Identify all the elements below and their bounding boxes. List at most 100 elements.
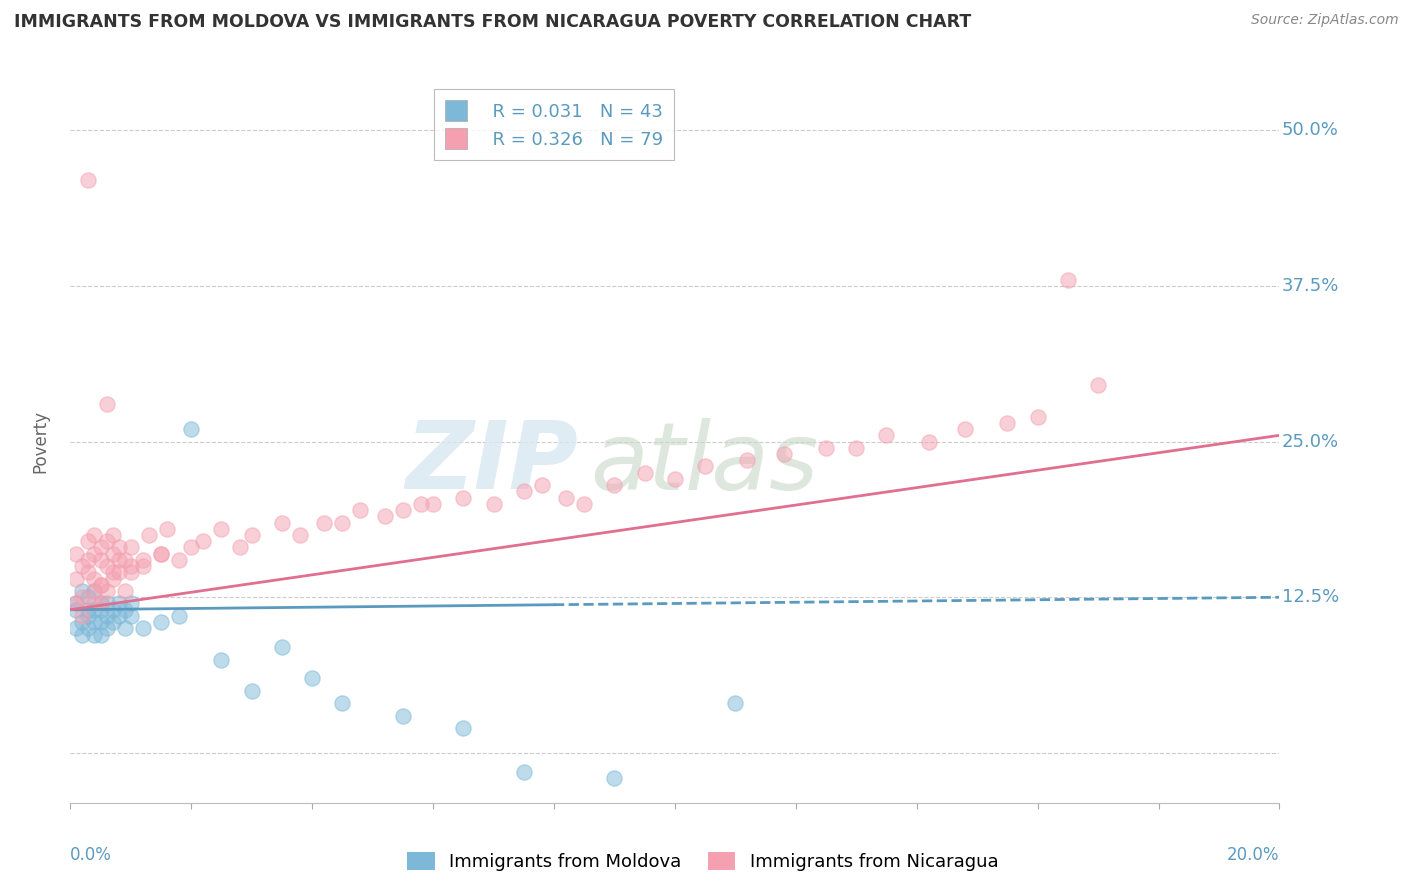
- Point: [72, 609, 94, 624]
- Point: [72, 591, 94, 605]
- Point: [724, 696, 747, 710]
- Point: [1026, 409, 1049, 424]
- Point: [72, 615, 94, 630]
- Point: [1057, 272, 1080, 286]
- Point: [77, 534, 100, 549]
- Point: [349, 503, 371, 517]
- Point: [228, 541, 250, 555]
- Point: [83, 572, 105, 586]
- Point: [409, 497, 432, 511]
- Point: [391, 503, 415, 517]
- Point: [101, 603, 124, 617]
- Point: [132, 553, 155, 567]
- Point: [77, 609, 100, 624]
- Point: [114, 553, 136, 567]
- Point: [332, 696, 354, 710]
- Point: [314, 516, 336, 530]
- Y-axis label: Poverty: Poverty: [31, 410, 49, 473]
- Text: 37.5%: 37.5%: [1282, 277, 1340, 295]
- Point: [132, 559, 155, 574]
- Point: [211, 522, 233, 536]
- Point: [240, 528, 263, 542]
- Point: [83, 547, 105, 561]
- Point: [815, 441, 838, 455]
- Point: [120, 541, 142, 555]
- Point: [603, 771, 626, 785]
- Point: [72, 559, 94, 574]
- Point: [737, 453, 759, 467]
- Point: [83, 627, 105, 641]
- Point: [513, 764, 536, 779]
- Point: [72, 584, 94, 599]
- Point: [96, 609, 118, 624]
- Point: [374, 509, 396, 524]
- Point: [90, 541, 111, 555]
- Point: [167, 553, 190, 567]
- Point: [83, 528, 105, 542]
- Point: [288, 528, 311, 542]
- Point: [107, 597, 129, 611]
- Point: [555, 491, 578, 505]
- Point: [138, 528, 160, 542]
- Point: [193, 534, 215, 549]
- Point: [101, 572, 124, 586]
- Point: [65, 547, 87, 561]
- Point: [995, 416, 1018, 430]
- Point: [107, 566, 129, 580]
- Point: [65, 603, 87, 617]
- Text: 25.0%: 25.0%: [1282, 433, 1339, 450]
- Point: [65, 597, 87, 611]
- Text: 12.5%: 12.5%: [1282, 588, 1339, 607]
- Point: [211, 652, 233, 666]
- Legend: Immigrants from Moldova, Immigrants from Nicaragua: Immigrants from Moldova, Immigrants from…: [401, 845, 1005, 879]
- Point: [96, 597, 118, 611]
- Point: [90, 603, 111, 617]
- Point: [101, 615, 124, 630]
- Point: [156, 522, 179, 536]
- Point: [120, 609, 142, 624]
- Point: [65, 572, 87, 586]
- Point: [90, 553, 111, 567]
- Point: [530, 478, 553, 492]
- Point: [96, 397, 118, 411]
- Point: [482, 497, 505, 511]
- Point: [633, 466, 655, 480]
- Point: [65, 597, 87, 611]
- Point: [65, 621, 87, 635]
- Point: [513, 484, 536, 499]
- Point: [301, 671, 323, 685]
- Point: [77, 621, 100, 635]
- Text: 20.0%: 20.0%: [1227, 847, 1279, 864]
- Point: [1087, 378, 1109, 392]
- Text: ZIP: ZIP: [405, 417, 578, 509]
- Point: [101, 528, 124, 542]
- Point: [90, 578, 111, 592]
- Point: [603, 478, 626, 492]
- Point: [132, 621, 155, 635]
- Point: [101, 547, 124, 561]
- Point: [96, 559, 118, 574]
- Point: [96, 534, 118, 549]
- Legend:   R = 0.031   N = 43,   R = 0.326   N = 79: R = 0.031 N = 43, R = 0.326 N = 79: [434, 89, 673, 160]
- Point: [664, 472, 686, 486]
- Point: [270, 640, 294, 654]
- Point: [120, 559, 142, 574]
- Point: [953, 422, 976, 436]
- Point: [90, 627, 111, 641]
- Point: [83, 584, 105, 599]
- Point: [114, 603, 136, 617]
- Point: [96, 584, 118, 599]
- Point: [77, 566, 100, 580]
- Point: [107, 609, 129, 624]
- Point: [180, 422, 202, 436]
- Point: [453, 721, 475, 735]
- Point: [114, 621, 136, 635]
- Point: [114, 584, 136, 599]
- Point: [772, 447, 794, 461]
- Point: [77, 591, 100, 605]
- Point: [83, 597, 105, 611]
- Point: [270, 516, 294, 530]
- Text: 50.0%: 50.0%: [1282, 121, 1339, 139]
- Point: [391, 708, 415, 723]
- Point: [120, 566, 142, 580]
